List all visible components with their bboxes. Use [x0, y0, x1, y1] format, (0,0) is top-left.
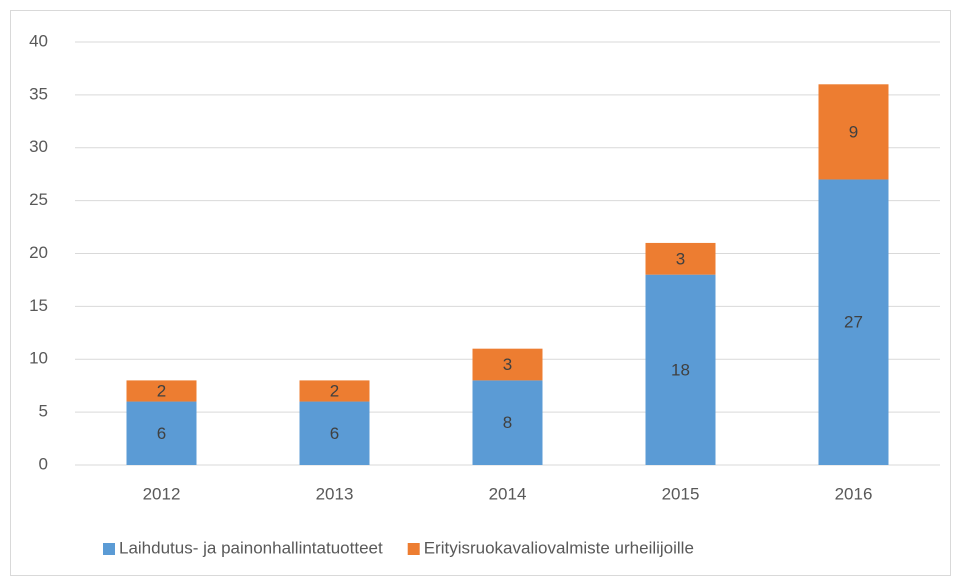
data-label: 2 — [330, 381, 339, 400]
chart-border — [10, 10, 951, 576]
bar-segment — [818, 84, 889, 180]
y-tick-label: 0 — [39, 454, 48, 473]
x-tick-label: 2016 — [835, 484, 873, 503]
x-tick-label: 2014 — [489, 484, 527, 503]
y-tick-label: 40 — [29, 31, 48, 50]
bar-segment — [645, 274, 716, 465]
y-tick-label: 25 — [29, 190, 48, 209]
data-label: 2 — [157, 381, 166, 400]
data-label: 3 — [676, 249, 685, 268]
legend-label: Laihdutus- ja painonhallintatuotteet — [119, 538, 383, 557]
x-tick-label: 2012 — [143, 484, 181, 503]
data-label: 27 — [844, 313, 863, 332]
y-tick-label: 30 — [29, 137, 48, 156]
bar-segment — [126, 380, 197, 402]
bar-segment — [645, 242, 716, 275]
legend-swatch — [407, 543, 420, 555]
bar-segment — [818, 179, 889, 465]
bar-segment — [299, 401, 370, 465]
x-tick-label: 2013 — [316, 484, 354, 503]
y-tick-label: 15 — [29, 296, 48, 315]
bar-segment — [299, 380, 370, 402]
data-label: 8 — [503, 413, 512, 432]
y-tick-label: 20 — [29, 243, 48, 262]
y-tick-label: 5 — [39, 402, 48, 421]
legend-swatch — [103, 543, 115, 555]
bar-segment — [472, 348, 543, 381]
y-tick-label: 35 — [29, 84, 48, 103]
data-label: 9 — [849, 122, 858, 141]
bar-segment — [126, 401, 197, 465]
data-label: 6 — [157, 424, 166, 443]
y-tick-label: 10 — [29, 349, 48, 368]
bar-segment — [472, 380, 543, 465]
data-label: 6 — [330, 424, 339, 443]
legend-label: Erityisruokavaliovalmiste urheilijoille — [424, 538, 694, 557]
data-label: 18 — [671, 360, 690, 379]
x-tick-label: 2015 — [662, 484, 700, 503]
data-label: 3 — [503, 355, 512, 374]
